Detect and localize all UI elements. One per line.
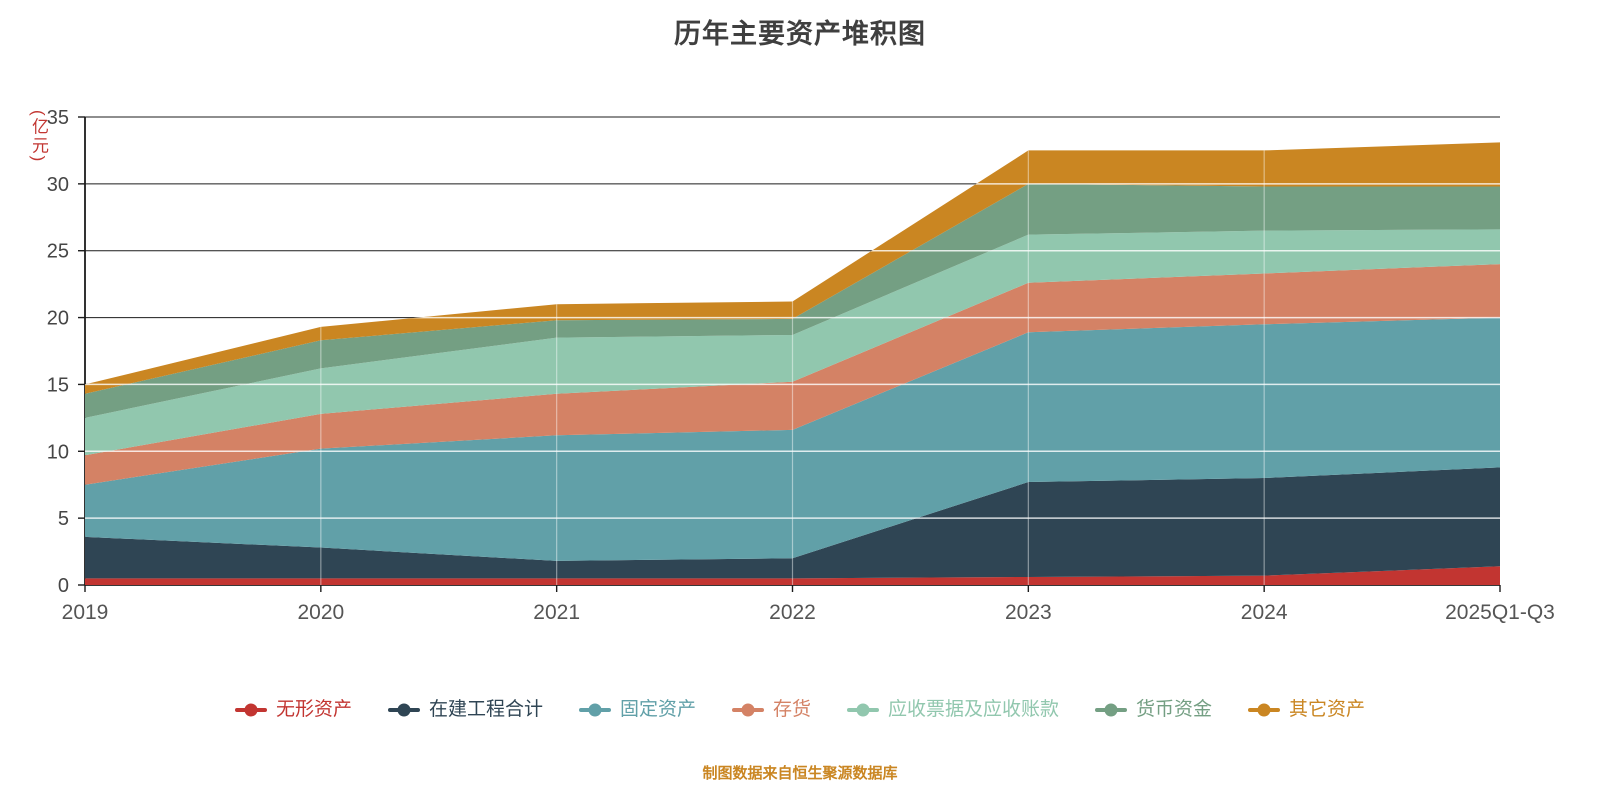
x-tick-label: 2021 (533, 601, 580, 624)
series-area-0 (85, 566, 1500, 585)
legend-marker-icon (847, 703, 879, 717)
x-tick-label: 2024 (1241, 601, 1288, 624)
y-tick-label: 20 (47, 308, 69, 330)
x-tick-label: 2025Q1-Q3 (1445, 601, 1555, 624)
y-axis-unit-label: (亿元) (29, 110, 48, 164)
series-area-4 (85, 229, 1500, 456)
legend-label: 货币资金 (1136, 699, 1213, 720)
legend-marker-icon (234, 703, 267, 717)
legend-item-0[interactable]: 无形资产 (234, 699, 352, 720)
legend-marker-icon (387, 703, 420, 717)
legend-item-1[interactable]: 在建工程合计 (387, 699, 543, 720)
legend-item-3[interactable]: 存货 (731, 699, 811, 720)
y-tick-label: 25 (47, 241, 69, 263)
legend-item-6[interactable]: 其它资产 (1248, 700, 1365, 719)
x-tick-label: 2019 (62, 601, 109, 624)
series-area-1 (85, 467, 1500, 579)
x-tick-label: 2020 (297, 601, 344, 624)
x-tick-label: 2022 (769, 601, 816, 624)
legend-item-5[interactable]: 货币资金 (1095, 700, 1212, 719)
y-tick-label: 30 (47, 174, 69, 196)
legend-label: 无形资产 (275, 699, 352, 720)
y-tick-label: 15 (47, 374, 69, 396)
legend-label: 应收票据及应收账款 (888, 699, 1060, 720)
stacked-areas (85, 142, 1500, 585)
data-source-note: 制图数据来自恒生聚源数据库 (702, 765, 898, 782)
legend-marker-icon (1248, 703, 1281, 717)
series-area-2 (85, 317, 1500, 561)
legend: 无形资产 在建工程合计 固定资产 存货 应收票据及应收账款 货币资金 其它资产 (0, 700, 1600, 719)
legend-marker-icon (1095, 703, 1128, 717)
chart-title: 历年主要资产堆积图 (674, 19, 926, 49)
legend-label: 固定资产 (619, 699, 696, 720)
y-tick-label: 0 (58, 575, 69, 597)
legend-item-4[interactable]: 应收票据及应收账款 (847, 700, 1059, 719)
y-tick-label: 35 (47, 107, 69, 129)
x-tick-label: 2023 (1005, 601, 1052, 624)
legend-item-2[interactable]: 固定资产 (578, 699, 696, 720)
y-tick-label: 5 (58, 508, 69, 530)
axis-labels: 0 5 10 15 20 25 30 35 2019 2020 2021 2022 2023 2024 20… (47, 107, 1555, 624)
series-area-3 (85, 264, 1500, 485)
y-tick-label: 10 (47, 441, 69, 463)
legend-marker-icon (578, 703, 611, 717)
legend-label: 存货 (772, 699, 811, 720)
legend-label: 其它资产 (1289, 699, 1366, 720)
legend-marker-icon (731, 703, 764, 717)
series-area-6 (85, 142, 1500, 394)
series-area-5 (85, 183, 1500, 418)
legend-label: 在建工程合计 (428, 699, 543, 720)
